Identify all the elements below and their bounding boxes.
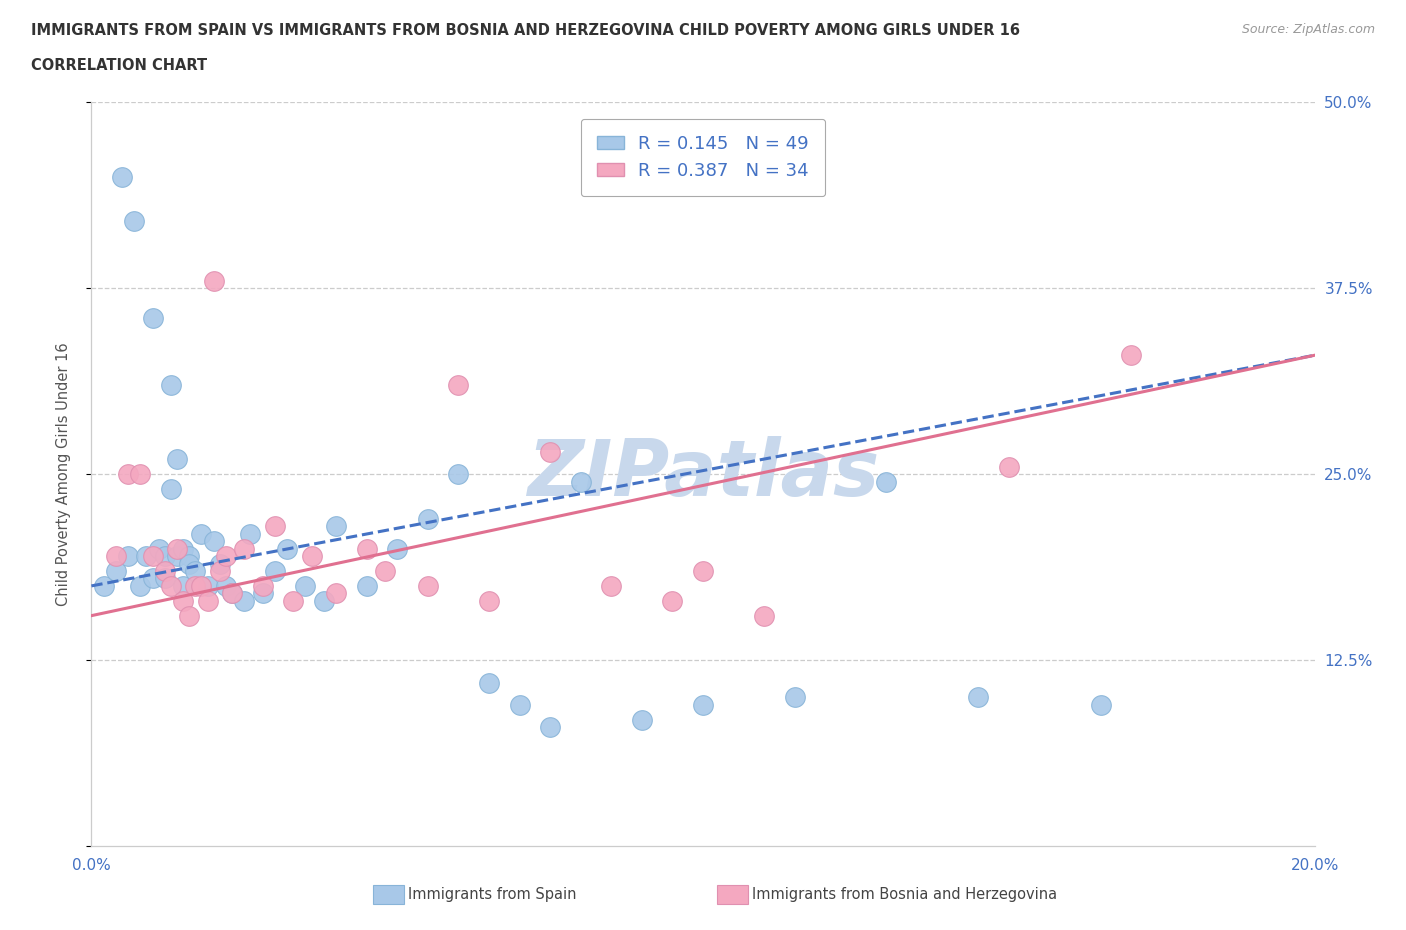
Point xyxy=(179,608,201,623)
Point xyxy=(104,549,127,564)
Point xyxy=(631,712,654,727)
Point xyxy=(252,578,274,593)
Point xyxy=(141,549,163,564)
Point xyxy=(184,564,207,578)
Text: Source: ZipAtlas.com: Source: ZipAtlas.com xyxy=(1241,23,1375,36)
Point xyxy=(1121,348,1143,363)
Point xyxy=(172,593,194,608)
Point xyxy=(117,467,139,482)
Text: CORRELATION CHART: CORRELATION CHART xyxy=(31,58,207,73)
Point xyxy=(179,549,201,564)
Point xyxy=(661,593,683,608)
Point xyxy=(264,519,287,534)
Point xyxy=(356,541,378,556)
Point xyxy=(356,578,378,593)
Point xyxy=(93,578,115,593)
Point xyxy=(1090,698,1112,712)
Point xyxy=(692,564,714,578)
Point xyxy=(447,378,470,392)
Point xyxy=(179,556,201,571)
Point xyxy=(692,698,714,712)
Point xyxy=(301,549,323,564)
Point xyxy=(153,564,176,578)
Point xyxy=(122,214,145,229)
Point xyxy=(160,482,183,497)
Point xyxy=(374,564,396,578)
Point xyxy=(166,549,188,564)
Text: Immigrants from Spain: Immigrants from Spain xyxy=(408,887,576,902)
Point xyxy=(283,593,305,608)
Point xyxy=(202,273,225,288)
Point xyxy=(141,311,163,325)
Point xyxy=(478,593,501,608)
Point xyxy=(208,564,231,578)
Point xyxy=(600,578,623,593)
Point xyxy=(160,378,183,392)
Point xyxy=(104,564,127,578)
Point xyxy=(153,549,176,564)
Point xyxy=(215,549,238,564)
Point xyxy=(208,556,231,571)
Point xyxy=(967,690,990,705)
Point xyxy=(135,549,157,564)
Point xyxy=(190,578,212,593)
Point xyxy=(538,445,561,459)
Point xyxy=(190,526,212,541)
Point xyxy=(312,593,335,608)
Point xyxy=(166,452,188,467)
Point xyxy=(160,578,183,593)
Point xyxy=(129,467,152,482)
Point xyxy=(233,593,256,608)
Point xyxy=(221,586,243,601)
Point xyxy=(294,578,316,593)
Point xyxy=(153,571,176,586)
Point xyxy=(233,541,256,556)
Point xyxy=(783,690,806,705)
Point xyxy=(166,541,188,556)
Point xyxy=(875,474,898,489)
Point xyxy=(325,519,347,534)
Point xyxy=(148,541,170,556)
Point xyxy=(385,541,409,556)
Point xyxy=(129,578,152,593)
Point xyxy=(184,578,207,593)
Point xyxy=(141,571,163,586)
Point xyxy=(264,564,287,578)
Point xyxy=(172,541,194,556)
Point xyxy=(416,512,439,526)
Point xyxy=(569,474,592,489)
Y-axis label: Child Poverty Among Girls Under 16: Child Poverty Among Girls Under 16 xyxy=(56,342,70,606)
Text: ZIPatlas: ZIPatlas xyxy=(527,436,879,512)
Point xyxy=(754,608,776,623)
Point xyxy=(478,675,501,690)
Point xyxy=(172,578,194,593)
Text: IMMIGRANTS FROM SPAIN VS IMMIGRANTS FROM BOSNIA AND HERZEGOVINA CHILD POVERTY AM: IMMIGRANTS FROM SPAIN VS IMMIGRANTS FROM… xyxy=(31,23,1019,38)
Point xyxy=(215,578,238,593)
Point xyxy=(447,467,470,482)
Point xyxy=(416,578,439,593)
Point xyxy=(221,586,243,601)
Point xyxy=(197,578,219,593)
Point xyxy=(202,534,225,549)
Point xyxy=(117,549,139,564)
Point xyxy=(239,526,262,541)
Point xyxy=(998,459,1021,474)
Point xyxy=(509,698,531,712)
Point xyxy=(111,169,134,184)
Point xyxy=(276,541,298,556)
Legend: R = 0.145   N = 49, R = 0.387   N = 34: R = 0.145 N = 49, R = 0.387 N = 34 xyxy=(581,119,825,196)
Point xyxy=(197,593,219,608)
Point xyxy=(538,720,561,735)
Point xyxy=(325,586,347,601)
Point xyxy=(252,586,274,601)
Text: Immigrants from Bosnia and Herzegovina: Immigrants from Bosnia and Herzegovina xyxy=(752,887,1057,902)
